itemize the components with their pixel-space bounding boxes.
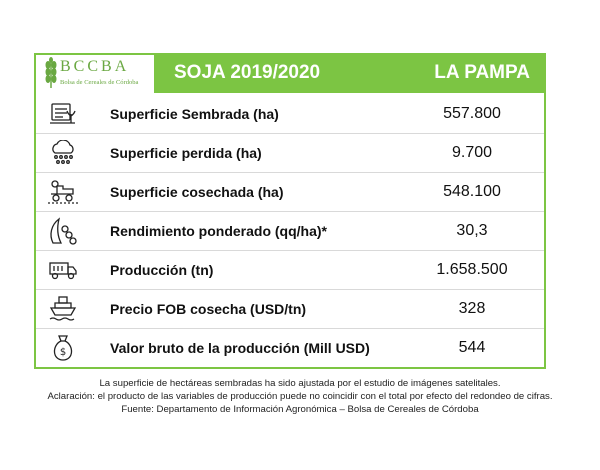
wheat-icon [45,57,57,88]
row-label: Rendimiento ponderado (qq/ha)* [110,223,327,239]
row-label: Superficie perdida (ha) [110,145,262,161]
row-valor-bruto: $ Valor bruto de la producción (Mill USD… [36,329,544,367]
row-superficie-cosechada: Superficie cosechada (ha) 548.100 [36,173,544,212]
region-title: LA PAMPA [434,62,530,83]
row-value: 9.700 [451,144,493,161]
row-label: Producción (tn) [110,262,214,278]
row-label: Superficie cosechada (ha) [110,184,284,200]
card-header: BCCBA Bolsa de Cereales de Córdoba SOJA … [36,55,544,93]
row-label: Precio FOB cosecha (USD/tn) [110,301,307,317]
row-value: 544 [458,339,486,356]
row-label: Superficie Sembrada (ha) [110,106,279,122]
truck-icon [36,251,90,289]
row-superficie-perdida: Superficie perdida (ha) 9.700 [36,134,544,173]
row-rendimiento: Rendimiento ponderado (qq/ha)* 30,3 [36,212,544,251]
svg-text:$: $ [60,347,66,358]
row-value: 557.800 [443,105,501,122]
row-value: 328 [458,300,486,317]
soybean-icon [36,212,90,250]
harvester-icon [36,173,90,211]
row-value: 30,3 [456,222,488,239]
logo-subtitle: Bolsa de Cereales de Córdoba [60,79,139,86]
footnote-satellite: La superficie de hectáreas sembradas ha … [99,378,501,389]
stats-list: Superficie Sembrada (ha) 557.800 Superfi… [36,95,544,367]
hail-cloud-icon [36,134,90,172]
money-bag-icon: $ [36,329,90,367]
footnotes: La superficie de hectáreas sembradas ha … [0,377,600,416]
row-superficie-sembrada: Superficie Sembrada (ha) 557.800 [36,95,544,134]
summary-card: BCCBA Bolsa de Cereales de Córdoba SOJA … [34,53,546,369]
footnote-source: Fuente: Departamento de Información Agro… [121,404,479,415]
planting-icon [36,95,90,133]
ship-icon [36,290,90,328]
row-value: 548.100 [443,183,501,200]
logo-name: BCCBA [60,58,130,75]
row-produccion: Producción (tn) 1.658.500 [36,251,544,290]
row-label: Valor bruto de la producción (Mill USD) [110,340,370,356]
footnote-rounding: Aclaración: el producto de las variables… [47,391,553,402]
bccba-logo: BCCBA Bolsa de Cereales de Córdoba [36,55,154,93]
crop-title: SOJA 2019/2020 [174,62,321,83]
row-precio-fob: Precio FOB cosecha (USD/tn) 328 [36,290,544,329]
row-value: 1.658.500 [436,261,508,278]
